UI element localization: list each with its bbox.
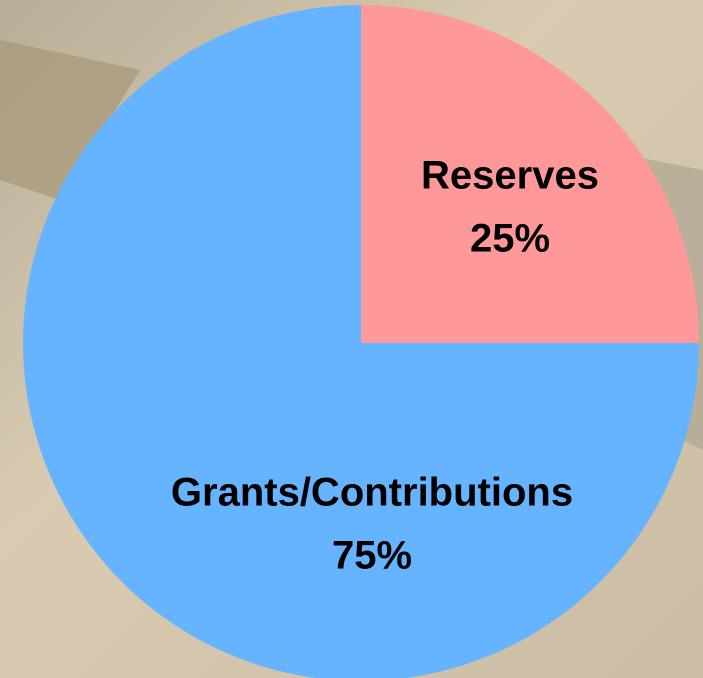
slice-label: Grants/Contributions (171, 471, 573, 515)
pie: Reserves 25% Grants/Contributions 75% (23, 5, 699, 678)
page: Reserves25%Grants/Contributions75% (() =… (0, 0, 703, 678)
chart: Reserves 25% Grants/Contributions 75% (0, 0, 703, 678)
slice-value-label: 25% (470, 217, 550, 261)
slice-value-label: 75% (332, 534, 412, 578)
slice-label: Reserves (421, 154, 599, 198)
